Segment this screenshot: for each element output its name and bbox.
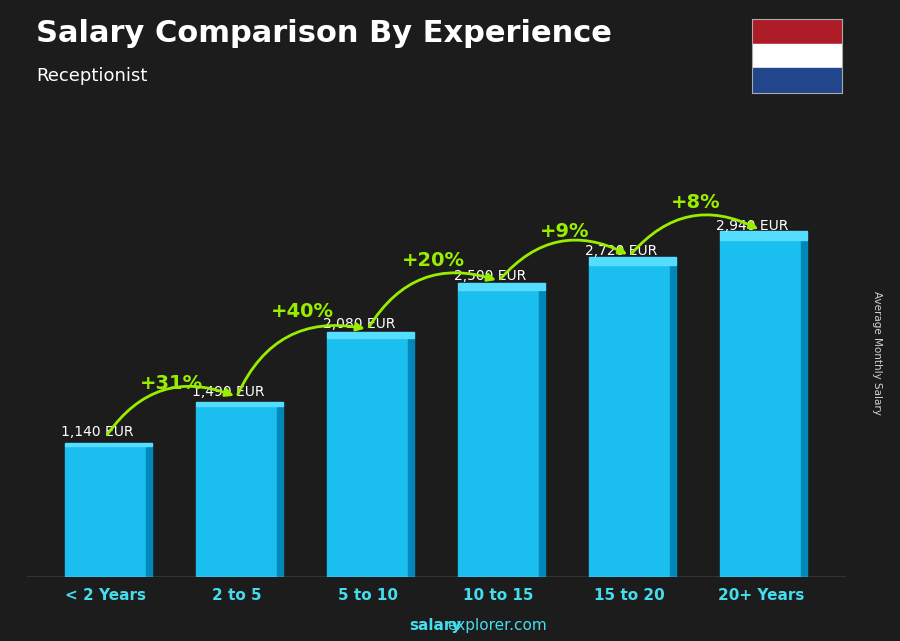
Bar (327, 332, 414, 338)
Text: explorer.com: explorer.com (447, 619, 547, 633)
Text: +31%: +31% (140, 374, 202, 392)
Bar (327, 338, 409, 577)
Bar (196, 406, 277, 577)
Text: +9%: +9% (539, 222, 589, 241)
Bar (196, 402, 283, 406)
Text: 1,140 EUR: 1,140 EUR (61, 425, 133, 439)
Text: Receptionist: Receptionist (36, 67, 148, 85)
Bar (458, 290, 539, 577)
Text: salary: salary (410, 619, 462, 633)
Bar (539, 290, 545, 577)
Bar (590, 257, 676, 265)
Bar (65, 443, 152, 446)
Bar (65, 446, 146, 577)
Text: 2,500 EUR: 2,500 EUR (454, 269, 526, 283)
Bar (409, 338, 414, 577)
Bar (720, 231, 807, 240)
Text: Salary Comparison By Experience: Salary Comparison By Experience (36, 19, 612, 48)
Bar (801, 240, 807, 577)
Bar (146, 446, 152, 577)
Text: 2,940 EUR: 2,940 EUR (716, 219, 788, 233)
Bar (720, 240, 801, 577)
Bar (590, 265, 670, 577)
Text: +40%: +40% (271, 303, 334, 321)
Bar (752, 19, 842, 44)
Bar (752, 44, 842, 69)
Text: +8%: +8% (670, 194, 720, 212)
Bar (458, 283, 545, 290)
Bar (277, 406, 283, 577)
Bar (670, 265, 676, 577)
Text: 2,080 EUR: 2,080 EUR (323, 317, 395, 331)
Text: +20%: +20% (401, 251, 464, 270)
Text: 1,490 EUR: 1,490 EUR (192, 385, 265, 399)
Text: Average Monthly Salary: Average Monthly Salary (872, 290, 883, 415)
Text: 2,720 EUR: 2,720 EUR (585, 244, 658, 258)
Bar (752, 69, 842, 93)
